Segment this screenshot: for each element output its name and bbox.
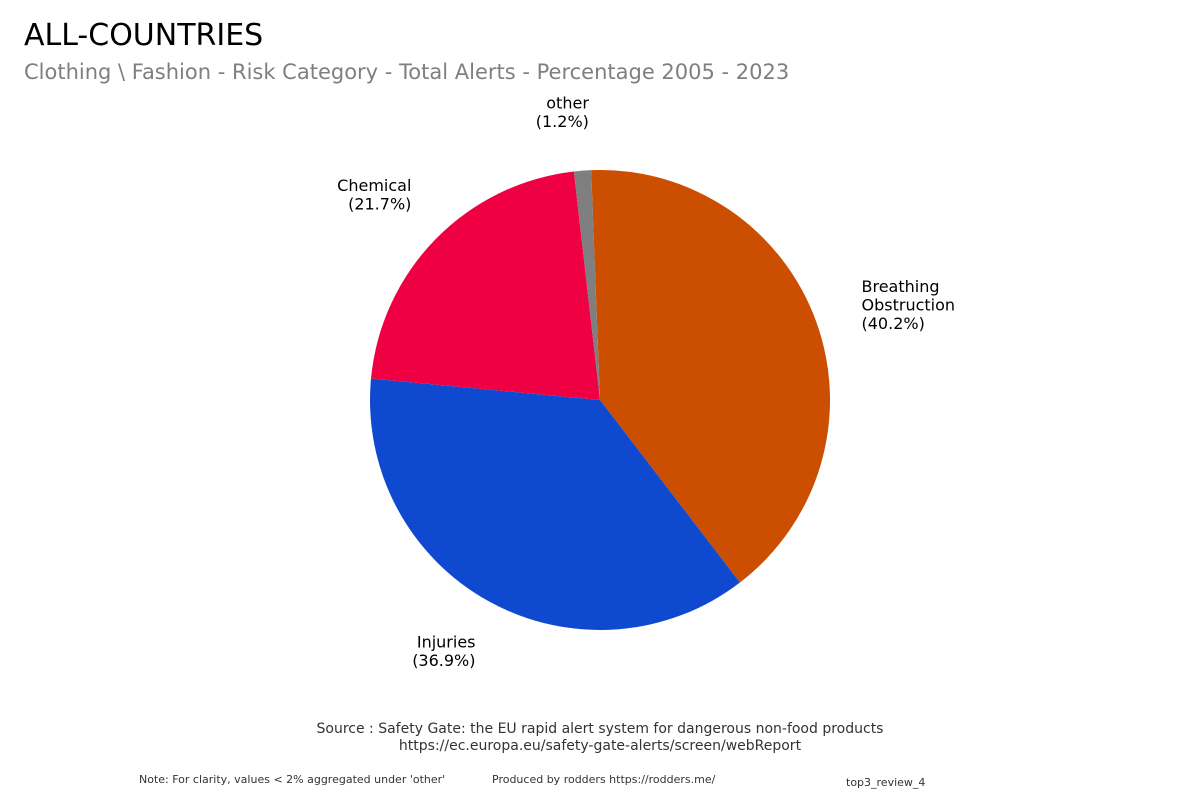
- pie-label-name: other: [546, 93, 589, 112]
- pie-label-percent: (1.2%): [536, 112, 589, 131]
- pie-label-other: other (1.2%): [536, 93, 590, 131]
- pie-label-chemical: Chemical (21.7%): [337, 176, 411, 214]
- pie-label-name: Breathing: [862, 277, 940, 296]
- pie-slice-other: [573, 170, 600, 400]
- pie-label-name: Injuries: [417, 632, 476, 651]
- pie-label-name: Obstruction: [862, 296, 956, 315]
- chart-tag: top3_review_4: [846, 776, 926, 789]
- pie-label-breathing-obstruction: Breathing Obstruction (40.2%): [862, 277, 956, 333]
- source-url: https://ec.europa.eu/safety-gate-alerts/…: [398, 738, 802, 754]
- pie-slice-injuries: [370, 378, 740, 630]
- source-line: Source : Safety Gate: the EU rapid alert…: [316, 721, 884, 737]
- pie-slices: [370, 170, 830, 630]
- pie-label-percent: (21.7%): [348, 194, 411, 213]
- pie-label-injuries: Injuries (36.9%): [412, 632, 475, 670]
- pie-label-percent: (40.2%): [862, 314, 925, 333]
- chart-title: ALL-COUNTRIES: [24, 18, 264, 53]
- aggregation-note: Note: For clarity, values < 2% aggregate…: [139, 773, 446, 786]
- produced-by-credit: Produced by rodders https://rodders.me/: [492, 773, 716, 786]
- chart-subtitle: Clothing \ Fashion - Risk Category - Tot…: [24, 60, 790, 84]
- pie-slice-chemical: [371, 171, 600, 400]
- pie-label-percent: (36.9%): [412, 651, 475, 670]
- pie-slice-breathing-obstruction: [591, 170, 830, 583]
- pie-label-name: Chemical: [337, 176, 411, 195]
- pie-labels: Breathing Obstruction (40.2%) Injuries (36.9…: [337, 93, 956, 670]
